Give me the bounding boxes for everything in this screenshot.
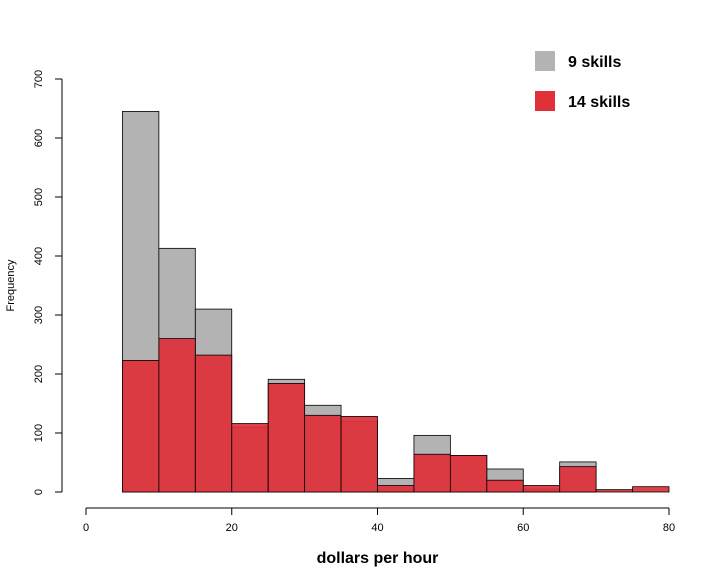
y-tick-label-3: 300 (33, 306, 45, 324)
x-tick-label-4: 80 (663, 522, 675, 534)
bar-series-1-bin-14 (632, 486, 670, 493)
bar-series-1-bin-7 (377, 485, 415, 493)
bar-series-1-bin-4 (267, 383, 306, 493)
x-tick-label-1: 20 (226, 522, 238, 534)
bar-series-1-bin-9 (449, 455, 488, 493)
y-tick-label-5: 500 (33, 188, 45, 206)
y-tick-label-7: 700 (33, 70, 45, 88)
legend-label-9-skills: 9 skills (568, 54, 621, 71)
bar-series-1-bin-12 (559, 466, 597, 493)
y-axis: 0 100 200 300 400 500 600 700 (33, 70, 63, 495)
x-tick-label-3: 60 (517, 522, 529, 534)
y-axis-title: Frequency (5, 259, 17, 311)
y-tick-label-0: 0 (33, 489, 45, 495)
bar-series-1-bin-0 (122, 360, 160, 493)
legend-swatch-14-skills (535, 91, 555, 111)
legend-swatch-9-skills (535, 51, 555, 71)
legend: 9 skills 14 skills (535, 51, 630, 111)
y-tick-label-2: 200 (33, 365, 45, 383)
bar-series-1-bin-10 (486, 479, 524, 493)
series-14-skills-bars (122, 338, 670, 493)
bar-series-1-bin-5 (304, 414, 342, 493)
bar-series-1-bin-11 (522, 485, 561, 493)
bar-series-1-bin-8 (413, 453, 451, 493)
bar-series-1-bin-6 (340, 416, 378, 493)
bar-series-1-bin-1 (158, 338, 196, 493)
y-tick-label-6: 600 (33, 129, 45, 147)
x-tick-label-2: 40 (371, 522, 383, 534)
x-tick-label-0: 0 (83, 522, 89, 534)
bar-series-1-bin-13 (595, 489, 633, 493)
bar-series-1-bin-2 (194, 354, 233, 493)
y-tick-label-1: 100 (33, 424, 45, 442)
y-tick-label-4: 400 (33, 247, 45, 265)
x-axis: 0 20 40 60 80 (83, 507, 675, 534)
bar-series-1-bin-3 (231, 423, 269, 493)
x-axis-title: dollars per hour (317, 550, 439, 567)
legend-label-14-skills: 14 skills (568, 94, 630, 111)
